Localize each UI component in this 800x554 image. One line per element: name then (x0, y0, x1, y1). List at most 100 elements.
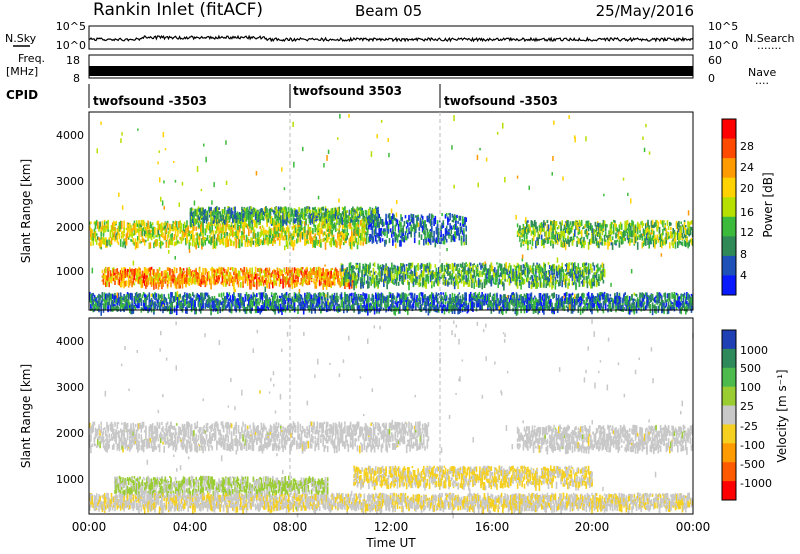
power-cell (117, 225, 120, 229)
power-cell (172, 220, 175, 225)
power-cell (228, 235, 231, 241)
power-cell (455, 265, 457, 270)
power-cell (258, 221, 260, 226)
power-cell (108, 279, 110, 282)
power-cell (285, 234, 288, 240)
power-cell (387, 277, 390, 285)
power-cell (281, 229, 283, 233)
power-cell (361, 218, 363, 221)
power-cell (251, 209, 253, 217)
power-cell (542, 223, 544, 232)
power-cell (354, 229, 356, 235)
power-cell (357, 239, 360, 245)
power-cell (148, 242, 151, 250)
power-cell (167, 267, 170, 272)
power-cell (345, 273, 347, 282)
power-cell (93, 232, 96, 238)
power-cell (584, 230, 586, 235)
power-cell (310, 215, 313, 219)
power-cell (275, 273, 278, 278)
power-cell (216, 224, 218, 231)
power-cell (535, 221, 537, 230)
power-cell (194, 242, 196, 248)
power-cell (455, 280, 457, 286)
power-cell (346, 228, 348, 234)
power-cell (618, 241, 621, 248)
power-cell (560, 273, 562, 281)
power-cell (552, 278, 554, 286)
power-cell (198, 224, 201, 229)
power-cell (544, 238, 546, 244)
power-cell (238, 275, 241, 281)
power-cell (297, 222, 299, 229)
power-cell (467, 273, 470, 282)
power-cell (593, 241, 596, 244)
power-cell (178, 241, 180, 244)
power-cell (305, 213, 307, 217)
power-cell (528, 271, 530, 275)
power-cell (257, 237, 259, 245)
power-cell (682, 226, 685, 234)
power-cell (394, 232, 396, 238)
power-cell (564, 264, 567, 267)
power-cell (373, 281, 376, 287)
power-cell (657, 239, 660, 243)
power-cell (636, 228, 639, 235)
power-cell (297, 233, 299, 238)
power-cell (307, 224, 310, 232)
power-cell (607, 238, 609, 243)
power-cell (198, 277, 201, 283)
power-cell (139, 269, 141, 273)
power-cell (578, 225, 581, 229)
power-cell (385, 263, 387, 271)
station-title: Rankin Inlet (fitACF) (93, 0, 263, 20)
power-cell (385, 275, 387, 281)
power-cell (611, 231, 614, 234)
power-cell (595, 225, 598, 231)
power-cell (117, 241, 120, 245)
power-cell (394, 279, 396, 284)
power-cell (469, 262, 472, 266)
power-cell (197, 234, 200, 240)
power-cell (363, 277, 366, 285)
power-cell (212, 219, 215, 224)
power-cell (220, 239, 223, 244)
power-cell (490, 264, 493, 272)
power-cell (195, 238, 197, 241)
power-cell (562, 273, 565, 277)
power-cell (177, 240, 179, 244)
power-cell (330, 280, 332, 287)
power-cell (212, 211, 215, 217)
power-cell (257, 268, 259, 273)
power-cell (195, 232, 197, 236)
power-cell (201, 242, 203, 250)
power-cell (568, 262, 570, 270)
power-cell (344, 229, 346, 233)
power-cell (245, 207, 248, 213)
power-cell (551, 281, 553, 290)
power-cell (610, 239, 613, 245)
power-cell (274, 232, 276, 239)
power-cell (329, 229, 331, 234)
power-cell (488, 272, 490, 280)
power-cell (306, 234, 308, 239)
power-cell (391, 263, 393, 270)
power-cell (475, 280, 478, 287)
power-cell (217, 226, 219, 231)
power-cell (482, 267, 485, 275)
power-cell (245, 278, 248, 282)
power-cell (572, 273, 575, 279)
power-cell (641, 233, 644, 241)
power-cell (99, 295, 101, 301)
power-cell (296, 279, 298, 286)
power-cell (259, 279, 261, 283)
power-cell (171, 224, 173, 231)
power-cell (277, 212, 280, 217)
power-cell (241, 276, 243, 280)
power-cell (280, 233, 282, 240)
power-cell (352, 220, 354, 226)
power-cell (516, 230, 519, 235)
power-cell (326, 271, 329, 277)
power-cell (524, 226, 527, 234)
power-cell (290, 218, 292, 222)
